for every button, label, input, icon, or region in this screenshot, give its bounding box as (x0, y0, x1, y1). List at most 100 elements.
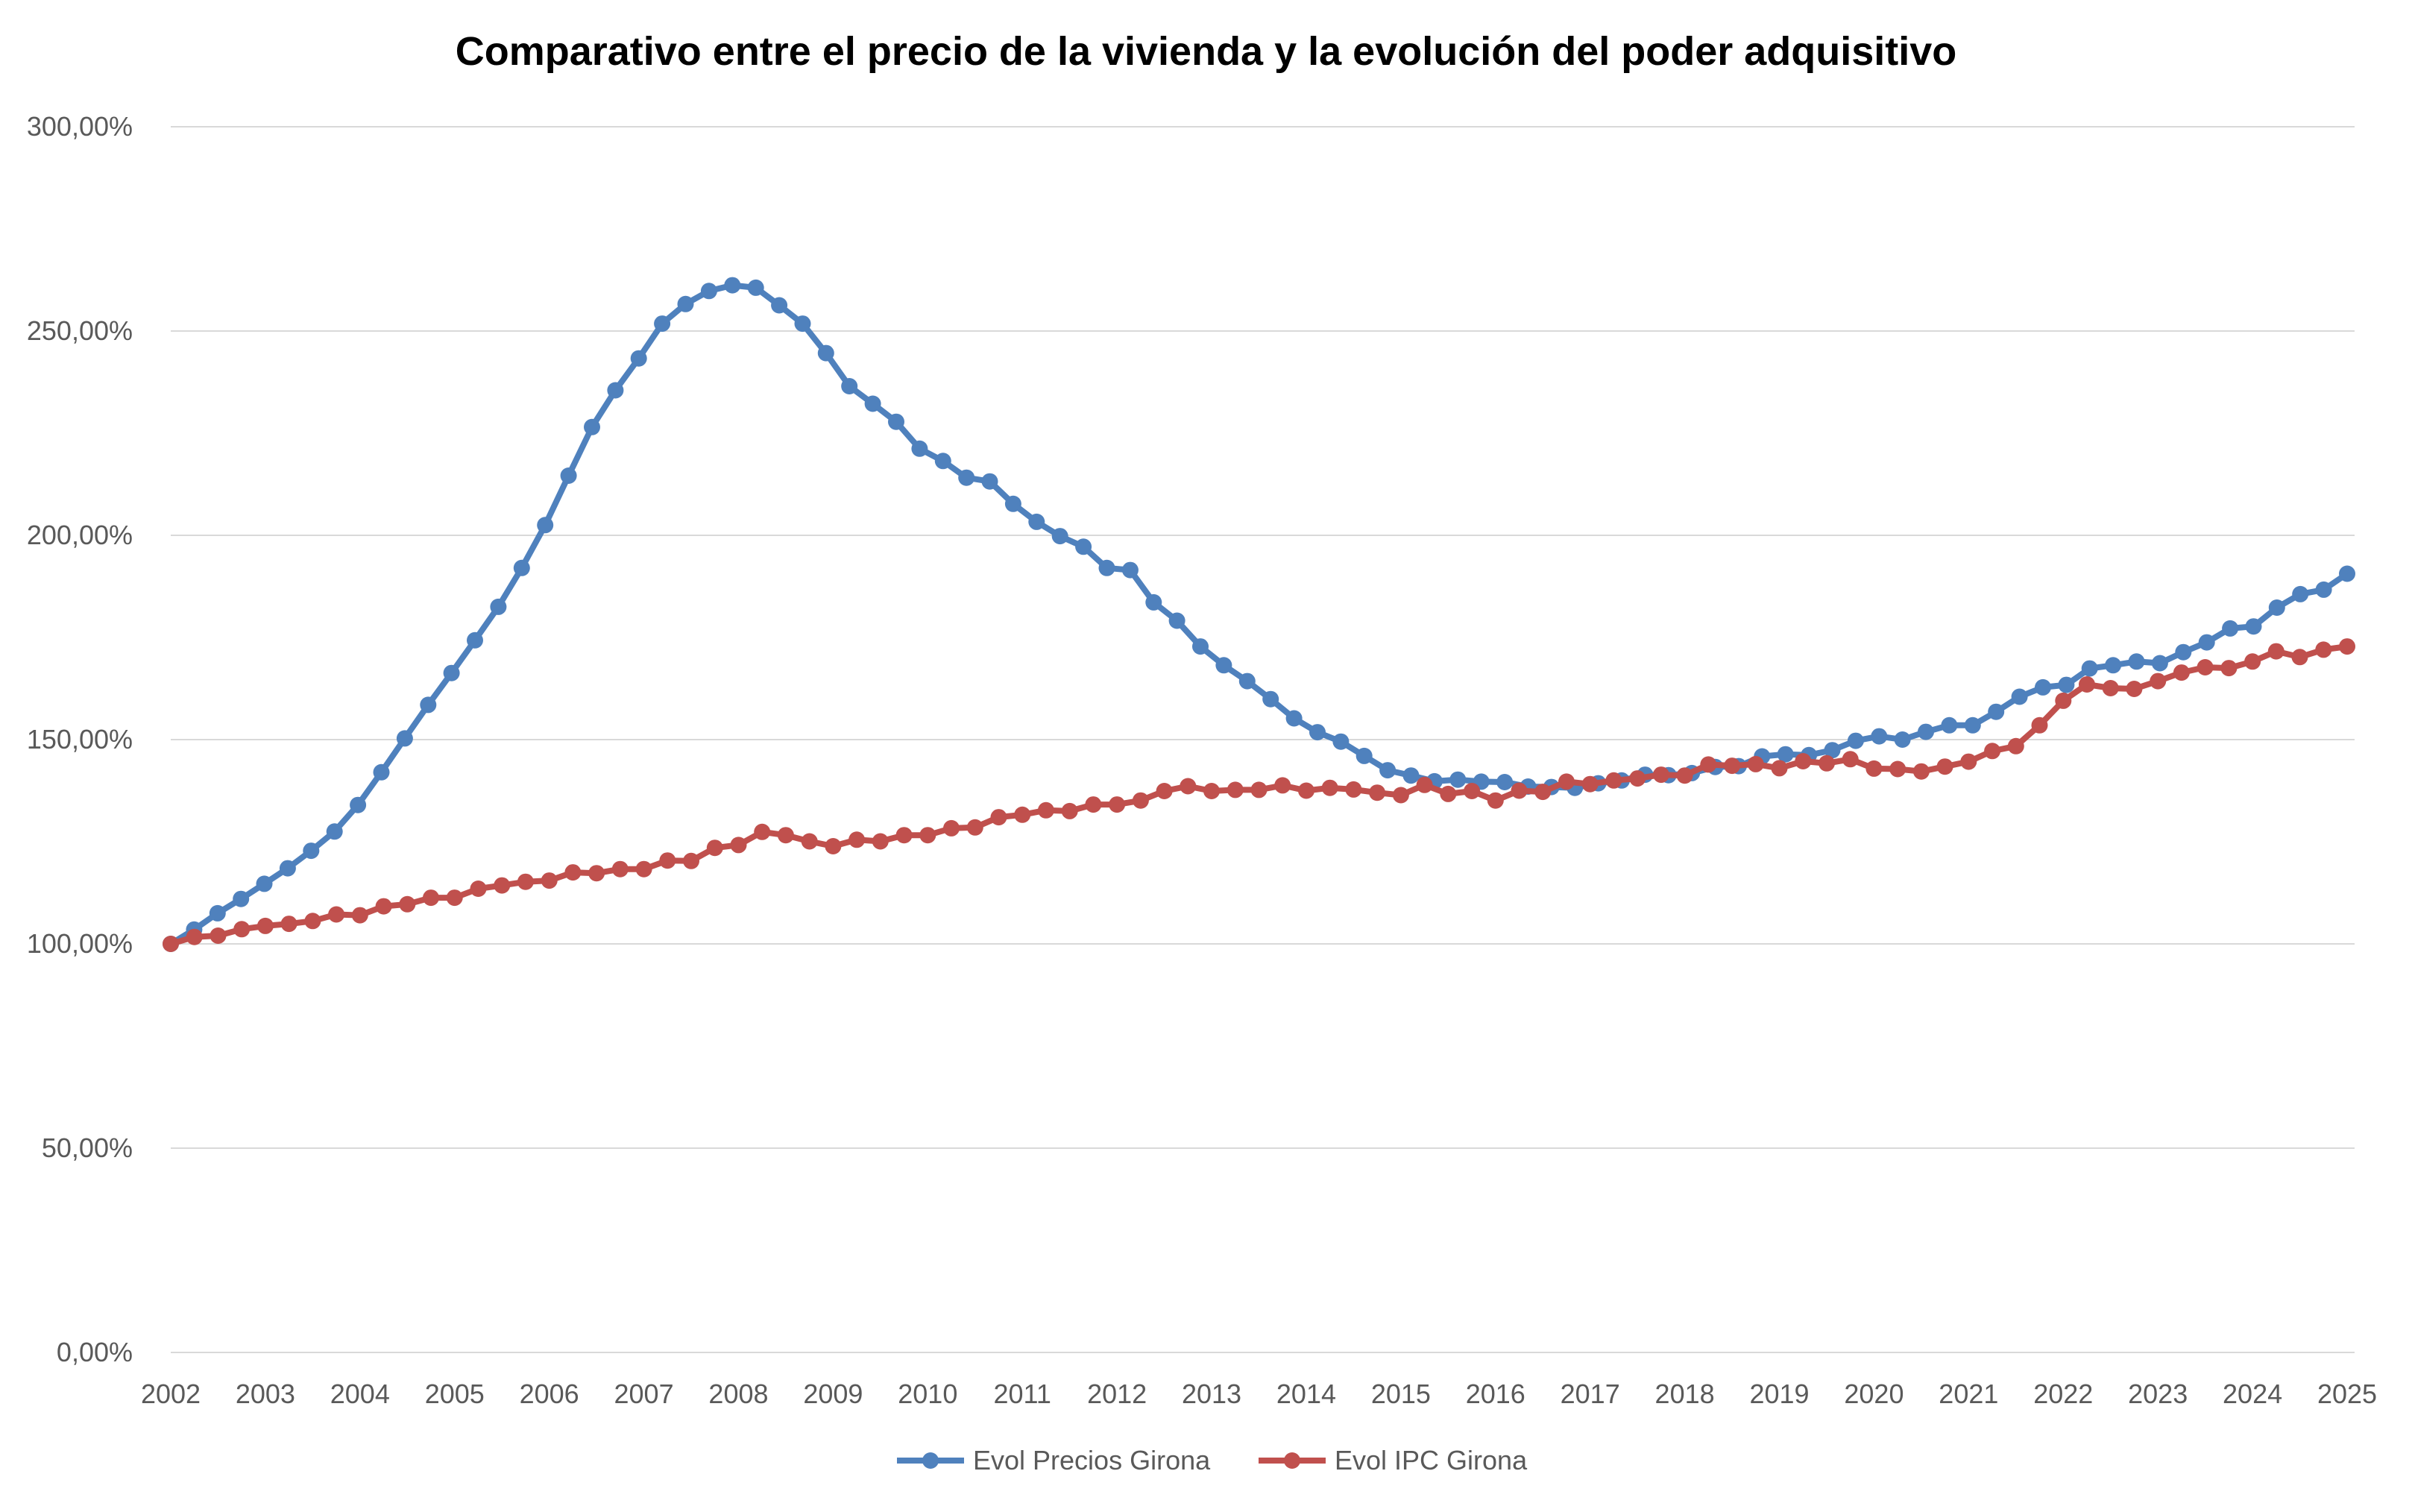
y-axis-ticks: 0,00% 50,00% 100,00% 150,00% 200,00% 250,00% 3… (27, 111, 133, 1367)
x-tick-label: 2008 (708, 1379, 768, 1409)
data-point (1605, 772, 1622, 789)
data-point (1262, 690, 1279, 708)
data-point (888, 413, 904, 430)
y-tick-label: 250,00% (27, 315, 133, 346)
data-point (303, 842, 320, 860)
data-point (2268, 599, 2285, 616)
data-point (2151, 655, 2168, 672)
x-tick-label: 2020 (1844, 1379, 1904, 1409)
x-tick-label: 2021 (1939, 1379, 1998, 1409)
data-point (1321, 779, 1338, 796)
chart-title: Comparativo entre el precio de la vivien… (455, 29, 1957, 74)
data-point (1724, 757, 1741, 775)
data-point (1918, 723, 1934, 740)
data-point (1534, 784, 1552, 801)
data-point (611, 860, 629, 878)
data-point (654, 315, 671, 333)
data-point (1941, 716, 1958, 734)
data-point (1109, 796, 1126, 813)
data-point (1004, 495, 1021, 512)
data-point (328, 906, 345, 923)
data-point (1771, 760, 1788, 777)
legend-label: Evol Precios Girona (973, 1445, 1211, 1475)
y-tick-label: 50,00% (42, 1133, 133, 1163)
data-point (1051, 528, 1068, 545)
data-point (1238, 672, 1256, 690)
data-point (2245, 618, 2262, 635)
data-point (1098, 559, 1115, 576)
x-tick-label: 2007 (614, 1379, 674, 1409)
data-point (1652, 766, 1669, 784)
data-point (1369, 784, 1386, 801)
data-point (1227, 781, 1244, 798)
data-point (2315, 581, 2332, 598)
legend-swatch-marker (1284, 1452, 1300, 1469)
data-point (513, 559, 530, 576)
x-tick-label: 2011 (994, 1379, 1051, 1409)
x-tick-label: 2024 (2223, 1379, 2282, 1409)
data-point (588, 865, 605, 882)
data-point (730, 837, 747, 854)
data-point (1824, 742, 1841, 759)
legend-item: Evol Precios Girona (897, 1445, 1211, 1475)
data-point (537, 517, 554, 534)
data-point (399, 895, 416, 913)
data-point (1416, 776, 1433, 793)
data-point (1936, 758, 1953, 775)
data-point (2339, 565, 2355, 582)
data-point (801, 833, 818, 850)
data-point (1629, 770, 1646, 787)
legend-label: Evol IPC Girona (1335, 1445, 1528, 1475)
data-point (1215, 657, 1232, 674)
data-point (1203, 783, 1220, 799)
x-tick-label: 2015 (1371, 1379, 1431, 1409)
data-point (1345, 781, 1362, 798)
data-point (754, 823, 771, 840)
x-tick-label: 2013 (1182, 1379, 1241, 1409)
x-tick-label: 2012 (1087, 1379, 1147, 1409)
data-point (375, 898, 392, 915)
data-point (1440, 785, 1457, 802)
data-point (1487, 792, 1504, 809)
data-point (560, 467, 577, 484)
data-point (2197, 659, 2214, 675)
x-tick-label: 2006 (520, 1379, 579, 1409)
data-point (919, 827, 936, 844)
data-point (1014, 806, 1031, 823)
x-tick-label: 2023 (2128, 1379, 2188, 1409)
data-point (1192, 638, 1209, 655)
data-point (1964, 716, 1981, 734)
data-point (1379, 762, 1396, 779)
data-point (864, 395, 881, 412)
data-point (1061, 802, 1078, 819)
series-1 (163, 277, 2355, 952)
data-point (1700, 756, 1717, 773)
data-point (2035, 678, 2051, 696)
data-point (564, 864, 582, 881)
data-point (706, 840, 723, 857)
data-point (1871, 728, 1888, 745)
data-point (280, 916, 297, 933)
data-point (1037, 801, 1054, 819)
data-point (423, 889, 439, 907)
data-point (2339, 638, 2355, 655)
data-point (1819, 755, 1835, 772)
data-point (1180, 778, 1197, 795)
data-point (490, 598, 507, 615)
data-point (872, 833, 889, 850)
data-point (895, 827, 913, 844)
data-point (1402, 767, 1420, 784)
data-point (2292, 585, 2309, 602)
data-point (1250, 781, 1268, 798)
data-point (163, 936, 179, 952)
data-point (446, 889, 463, 907)
series-layer (163, 277, 2355, 952)
x-tick-label: 2002 (141, 1379, 201, 1409)
data-point (1984, 743, 2001, 760)
data-point (2244, 653, 2261, 670)
data-point (1960, 753, 1977, 770)
data-point (2079, 676, 2095, 693)
x-tick-label: 2017 (1561, 1379, 1620, 1409)
data-point (2198, 634, 2215, 651)
